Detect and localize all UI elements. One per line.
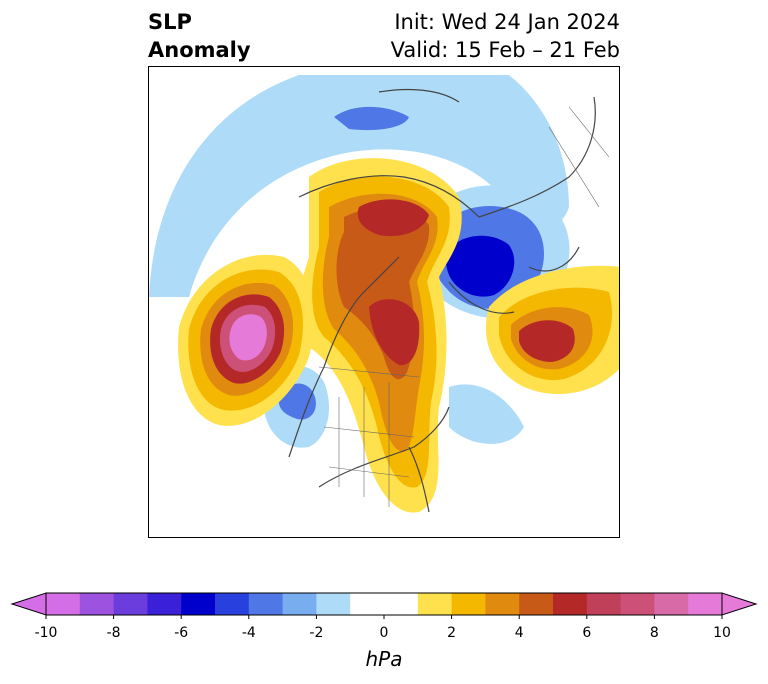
- colorbar-cell: [316, 593, 351, 615]
- anomaly-map: [148, 66, 620, 538]
- colorbar-cell: [181, 593, 216, 615]
- colorbar-cell: [79, 593, 115, 615]
- colorbar-cell: [519, 593, 554, 615]
- pacific-high-core: [229, 314, 267, 361]
- colorbar-cell: [451, 593, 486, 615]
- coastlines: [288, 88, 596, 513]
- colorbar-cell: [215, 593, 250, 615]
- colorbar-extend-right: [721, 592, 758, 616]
- colorbar-cell: [350, 593, 385, 615]
- map-canvas: [149, 75, 619, 513]
- title-line-2: Anomaly: [148, 38, 251, 62]
- colorbar-cell: [688, 593, 723, 615]
- atlantic-high-4: [519, 320, 575, 362]
- colorbar-cell: [485, 593, 520, 615]
- title-line-1: SLP: [148, 10, 192, 34]
- colorbar-tick-label: 4: [514, 625, 524, 641]
- colorbar-tick-label: 6: [582, 625, 592, 641]
- colorbar-unit: hPa: [365, 647, 403, 671]
- colorbar-tick-label: 0: [379, 625, 389, 641]
- colorbar-tick-label: 8: [649, 625, 659, 641]
- run-info: Init: Wed 24 Jan 2024 Valid: 15 Feb – 21…: [391, 8, 620, 64]
- negative-anomaly-north-mid: [334, 106, 409, 131]
- colorbar-cell: [586, 593, 622, 615]
- negative-anomaly-atlantic: [449, 384, 524, 444]
- negative-anomaly-east-core: [446, 235, 515, 297]
- colorbar-cell: [384, 593, 419, 615]
- colorbar-outline: [45, 592, 723, 616]
- colorbar-cell: [654, 593, 689, 615]
- colorbar-tick-label: 2: [447, 625, 457, 641]
- colorbar-extend-left: [10, 592, 47, 616]
- colorbar-cell: [620, 593, 655, 615]
- colorbar-cell: [282, 593, 317, 615]
- positive-anomaly-5-arctic: [357, 199, 429, 237]
- colorbar: [10, 592, 758, 619]
- map-title: SLP Anomaly: [148, 8, 251, 64]
- positive-anomaly-5-lakes: [369, 299, 420, 366]
- borders: [318, 106, 610, 507]
- negative-anomaly-north: [149, 75, 569, 297]
- colorbar-tick-label: -8: [106, 625, 121, 641]
- colorbar-cell: [113, 593, 148, 615]
- colorbar-cell: [147, 593, 182, 615]
- colorbar-tick-label: -2: [309, 625, 324, 641]
- valid-range: Valid: 15 Feb – 21 Feb: [390, 38, 620, 62]
- init-date: Init: Wed 24 Jan 2024: [394, 10, 620, 34]
- colorbar-tick-label: 10: [713, 625, 731, 641]
- colorbar-cell: [248, 593, 284, 615]
- colorbar-tick-label: -6: [174, 625, 189, 641]
- colorbar-tick-label: -10: [34, 625, 58, 641]
- colorbar-tick-label: -4: [241, 625, 256, 641]
- colorbar-cell: [553, 593, 588, 615]
- colorbar-cell: [46, 593, 81, 615]
- colorbar-cell: [417, 593, 453, 615]
